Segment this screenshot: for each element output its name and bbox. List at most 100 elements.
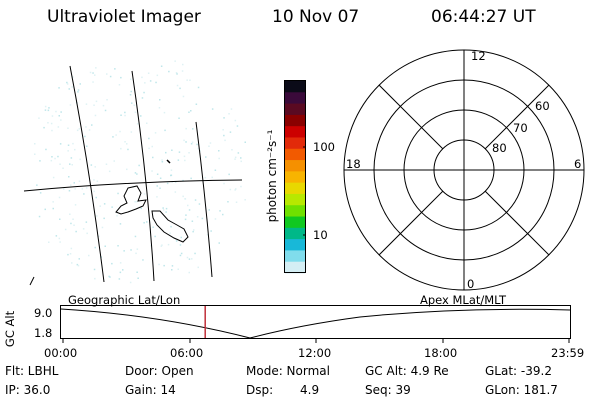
x-tick-1200: 12:00 [298,346,332,360]
meridian-line-2 [131,70,155,282]
emission-pixel [94,246,96,249]
dsp-value: 4.9 [300,383,320,397]
glon-status: GLon: 181.7 [485,383,558,397]
emission-pixel [146,221,148,223]
emission-pixel [156,173,159,175]
emission-pixel [79,158,81,161]
emission-pixel [223,134,225,137]
emission-pixel [62,167,64,169]
emission-pixel [88,129,91,131]
emission-pixel [78,180,81,182]
emission-pixel [159,187,161,189]
emission-pixel [70,222,72,225]
x-tick-2359: 23:59 [551,346,585,360]
emission-pixel [58,237,61,240]
emission-pixel [181,70,184,72]
x-tick-1800: 18:00 [424,346,458,360]
emission-pixel [77,89,80,91]
emission-pixel [130,78,132,80]
emission-pixel [192,230,194,233]
emission-pixel [135,252,137,255]
emission-pixel [72,218,74,220]
emission-pixel [81,188,84,190]
emission-pixel [109,276,111,278]
emission-pixel [224,139,226,142]
emission-pixel [165,151,167,154]
mlt-label-18: 18 [346,157,361,171]
colorbar-stripe [285,193,305,206]
emission-pixel [58,87,60,89]
emission-pixel [58,196,61,199]
emission-pixel [191,258,193,260]
colorbar-stripe [285,261,305,274]
emission-pixel [171,269,173,271]
emission-pixel [103,203,106,205]
emission-pixel [198,203,201,205]
emission-pixel [234,158,236,160]
emission-pixel [119,262,122,264]
coastline-south-island [151,210,189,243]
emission-pixel [38,215,41,218]
emission-pixel [95,196,97,199]
emission-pixel [108,170,111,173]
emission-pixel [120,147,122,150]
emission-pixel [94,277,96,280]
emission-pixel [104,109,107,112]
emission-pixel [124,111,126,114]
emission-pixel [133,104,135,106]
apex-label: Apex MLat/MLT [420,293,507,307]
emission-pixel [177,159,180,161]
emission-pixel [34,143,36,145]
emission-pixel [227,201,229,203]
emission-pixel [141,76,143,79]
emission-pixel [85,187,88,189]
emission-pixel [90,164,93,166]
emission-pixel [138,164,140,167]
emission-pixel [234,119,237,122]
emission-pixel [117,192,119,195]
emission-pixel [160,65,163,67]
emission-pixel [73,182,75,184]
emission-pixel [179,244,182,246]
emission-pixel [50,159,53,162]
altitude-curve [60,308,571,339]
colorbar-stripe [285,205,305,218]
gain-status: Gain: 14 [125,383,176,397]
emission-pixel [112,136,114,138]
emission-pixel [180,252,183,255]
emission-pixel [113,160,115,162]
emission-pixel [38,117,40,119]
emission-pixel [143,91,145,94]
emission-pixel [52,207,54,210]
emission-pixel [118,84,121,86]
emission-pixel [170,174,172,177]
emission-pixel [82,228,85,230]
emission-pixel [137,277,139,279]
emission-pixel [39,192,42,194]
colorbar-stripe [285,171,305,184]
lat-label-80: 80 [492,141,507,155]
emission-pixel [77,264,80,267]
emission-pixel [96,215,98,217]
emission-pixel [69,213,71,215]
date-label: 10 Nov 07 [272,7,360,27]
emission-pixel [218,157,220,160]
emission-pixel [47,122,49,124]
emission-pixel [188,209,191,211]
emission-pixel [98,235,100,237]
emission-pixel [162,209,165,211]
emission-pixel [96,180,99,182]
emission-pixel [108,275,110,278]
emission-pixel [151,170,153,172]
emission-pixel [93,104,95,106]
colorbar-stripe [285,137,305,150]
emission-pixel [123,250,125,252]
emission-pixel [66,81,68,84]
emission-pixel [163,264,165,267]
emission-pixel [69,163,71,165]
emission-pixel [185,127,187,130]
emission-pixel [196,143,198,146]
emission-pixel [219,210,221,212]
emission-pixel [85,103,88,105]
emission-pixel [120,76,122,79]
